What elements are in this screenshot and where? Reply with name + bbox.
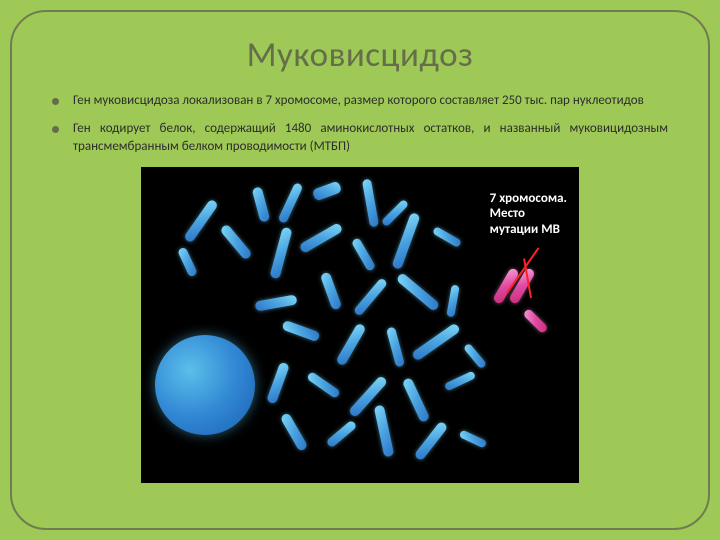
label-line: Место [490,206,567,222]
bullet-text: Ген кодирует белок, содержащий 1480 амин… [73,120,668,156]
chromosome-label: 7 хромосома. Место мутации МВ [490,191,567,238]
chromosome [353,277,388,316]
bullet-marker-icon [52,98,59,105]
chromosome [281,319,320,341]
chromosome [299,222,344,254]
chromosome [351,237,376,272]
chromosome-karyotype-image: 7 хромосома. Место мутации МВ [141,167,579,483]
chromosome [374,404,395,457]
chromosome [177,246,198,277]
chromosome [269,226,292,279]
bullet-marker-icon [52,126,59,133]
chromosome [362,178,379,227]
chromosome [335,322,366,366]
chromosome-7-highlighted [522,307,548,333]
chromosome [411,322,461,361]
label-line: 7 хромосома. [490,191,567,207]
bullet-list: Ген муковисцидоза локализован в 7 хромос… [52,92,668,157]
chromosome [386,326,405,367]
chromosome [266,361,290,404]
chromosome [219,223,252,260]
label-line: мутации МВ [490,222,567,238]
chromosome [402,377,431,423]
chromosome [446,284,459,317]
chromosome [320,271,342,310]
chromosome [391,212,420,270]
slide-content: Муковисцидоз Ген муковисцидоза локализов… [12,12,708,503]
chromosome [278,182,304,224]
chromosome [252,186,271,222]
chromosome [432,226,462,248]
chromosome [381,198,409,226]
chromosome [326,419,358,448]
chromosome [414,420,449,461]
bullet-text: Ген муковисцидоза локализован в 7 хромос… [73,92,644,110]
chromosome [280,412,309,452]
page-title: Муковисцидоз [52,34,668,76]
cell-nucleus [155,335,255,435]
slide-frame: Муковисцидоз Ген муковисцидоза локализов… [10,10,710,530]
chromosome [459,429,488,448]
list-item: Ген муковисцидоза локализован в 7 хромос… [52,92,668,110]
chromosome [463,342,487,369]
chromosome [312,180,342,201]
chromosome [254,294,297,311]
image-container: 7 хромосома. Место мутации МВ [52,167,668,483]
chromosome [396,272,441,312]
chromosome [183,198,219,243]
chromosome [306,371,341,399]
chromosome [444,370,476,391]
list-item: Ген кодирует белок, содержащий 1480 амин… [52,120,668,156]
